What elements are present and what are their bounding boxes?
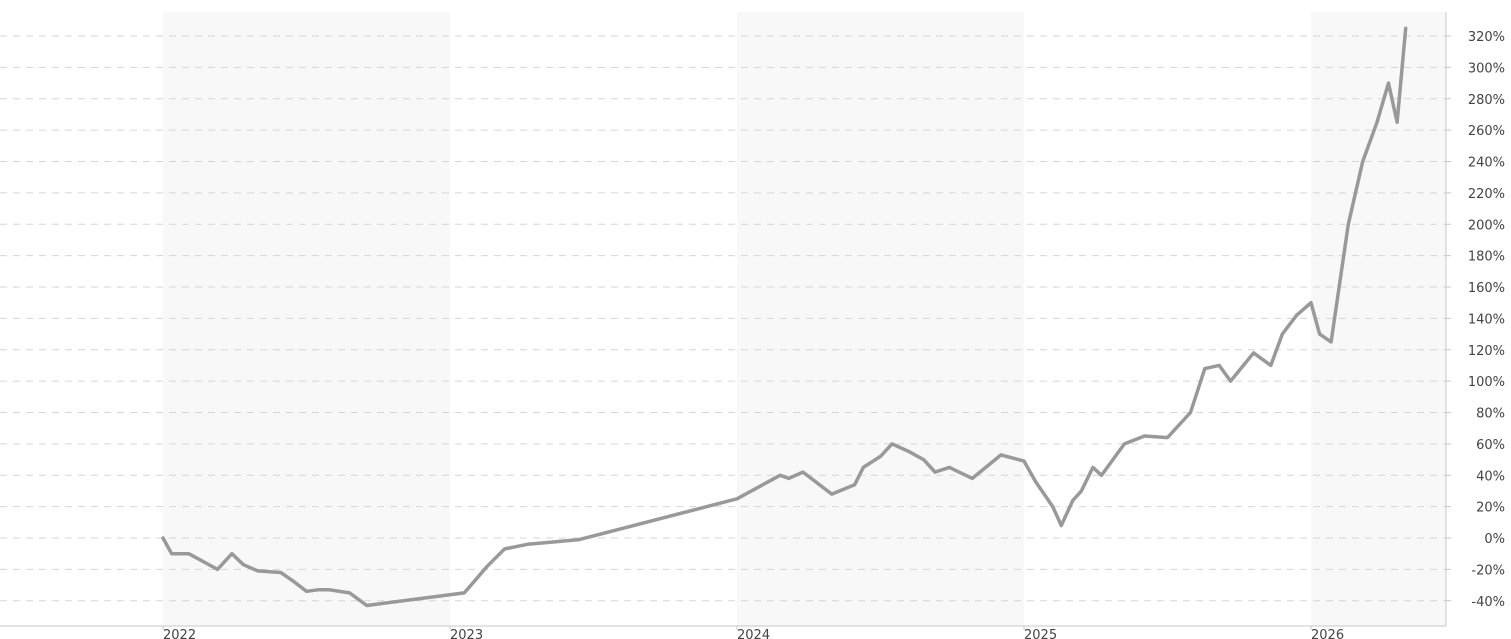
year-band [163,12,450,626]
y-tick-labels: -40% -20% 0% 20% 40% 60% 80% 100% 120% 140% 160% 18… [1446,30,1505,610]
year-bands [163,12,1446,626]
x-tick-label: 2025 [1024,628,1057,639]
y-tick-label: 80% [1476,407,1505,422]
y-tick-label: 160% [1468,281,1505,296]
y-tick-label: 40% [1476,469,1505,484]
y-tick-label: 120% [1468,344,1505,359]
y-tick-label: 180% [1468,250,1505,265]
y-tick-label: 60% [1476,438,1505,453]
y-tick-label: 260% [1468,124,1505,139]
gridlines [0,35,1446,602]
x-tick-label: 2023 [450,628,483,639]
y-tick-label: 20% [1476,501,1505,516]
year-band [1311,12,1446,626]
series-group [161,26,1408,608]
year-band [737,12,1024,626]
y-tick-label: 280% [1468,93,1505,108]
x-tick-labels: 2022 2023 2024 2025 2026 [162,626,1344,639]
y-tick-label: 200% [1468,218,1505,233]
y-tick-label: 140% [1468,312,1505,327]
y-tick-label: -40% [1471,595,1505,610]
series-line [161,26,1408,608]
x-tick-label: 2022 [163,628,196,639]
y-tick-label: 220% [1468,187,1505,202]
x-tick-label: 2024 [737,628,770,639]
y-tick-label: 0% [1484,532,1505,547]
axes [0,12,1447,627]
x-tick-label: 2026 [1311,628,1344,639]
y-tick-label: 100% [1468,375,1505,390]
y-tick-label: 320% [1468,30,1505,45]
y-tick-label: -20% [1471,563,1505,578]
y-tick-label: 240% [1468,156,1505,171]
y-tick-label: 300% [1468,61,1505,76]
